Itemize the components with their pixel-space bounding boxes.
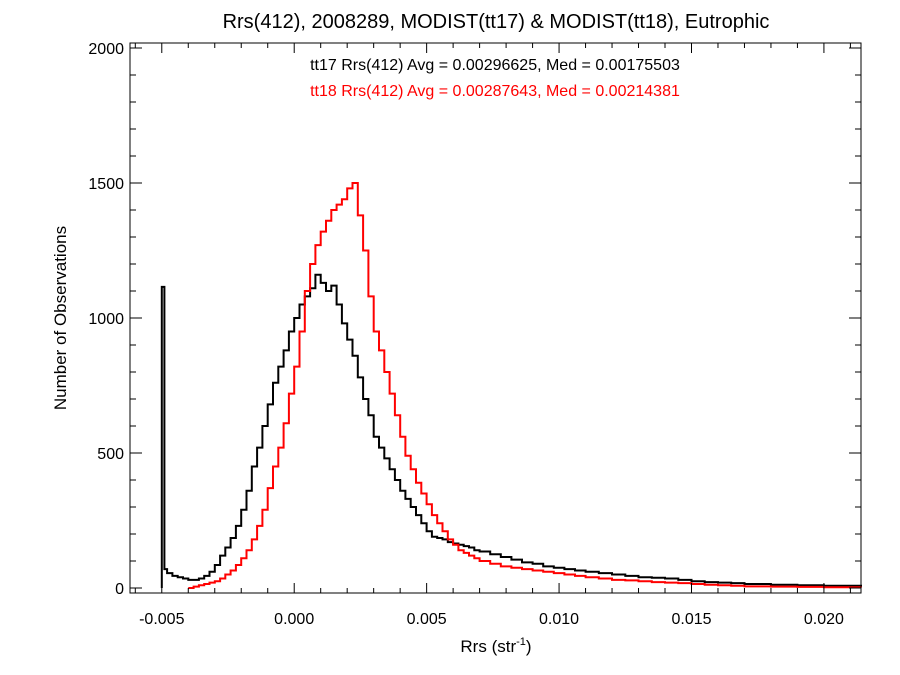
plot-area: -0.005 0.000 0.005 0.010 0.015 0.020 0 500 1000…: [88, 41, 862, 628]
annotations: tt17 Rrs(412) Avg = 0.00296625, Med = 0.…: [310, 57, 680, 100]
x-axis-ticks: -0.005 0.000 0.005 0.010 0.015 0.020: [134, 43, 851, 628]
x-tick-label: 0.015: [671, 611, 711, 628]
x-axis-label-superscript: -1: [516, 636, 526, 648]
plot-frame: [129, 42, 862, 594]
x-tick-label: 0.000: [274, 611, 314, 628]
y-tick-label: 0: [115, 581, 124, 598]
x-axis-label-main: Rrs (str: [460, 637, 516, 656]
annotation-2: tt18 Rrs(412) Avg = 0.00287643, Med = 0.…: [310, 83, 680, 100]
y-axis-ticks: 0 500 1000 1500 2000: [88, 41, 861, 598]
x-axis-label: Rrs (str-1): [460, 636, 531, 656]
series-line-1: [160, 273, 862, 588]
chart-title: Rrs(412), 2008289, MODIST(tt17) & MODIST…: [223, 11, 770, 33]
y-tick-label: 500: [97, 446, 124, 463]
annotation-1: tt17 Rrs(412) Avg = 0.00296625, Med = 0.…: [310, 57, 680, 74]
series-line-2: [188, 182, 862, 589]
x-tick-label: 0.005: [407, 611, 447, 628]
x-tick-label: -0.005: [139, 611, 184, 628]
y-tick-label: 2000: [88, 41, 124, 58]
y-axis-label: Number of Observations: [51, 226, 70, 410]
x-tick-label: 0.010: [539, 611, 579, 628]
x-axis-label-close: ): [526, 637, 532, 656]
series-layer: [160, 182, 862, 589]
y-tick-label: 1000: [88, 311, 124, 328]
x-tick-label: 0.020: [804, 611, 844, 628]
y-tick-label: 1500: [88, 176, 124, 193]
